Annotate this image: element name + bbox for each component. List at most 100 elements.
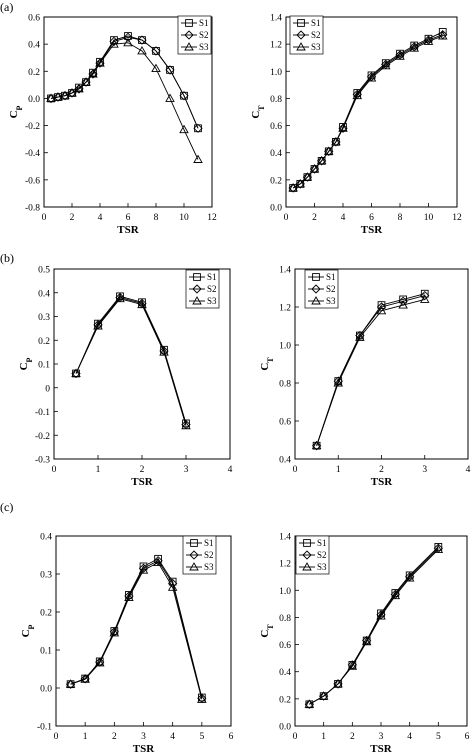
data-point-s3: [123, 37, 133, 47]
y-tick-label: 1.0: [279, 342, 291, 352]
x-tick-label: 0: [52, 465, 57, 475]
y-tick-label: 0.2: [40, 609, 52, 619]
legend-marker-s1: [190, 539, 198, 547]
x-tick-label: 5: [436, 732, 441, 742]
legend-marker-s1: [303, 539, 311, 547]
y-tick-label: 0.2: [279, 695, 291, 705]
data-point-s2: [319, 691, 329, 701]
x-tick-label: 1: [321, 732, 326, 742]
legend-label-s1: S1: [326, 272, 336, 282]
data-point-s1: [396, 49, 404, 58]
y-tick-label: 0.6: [270, 122, 282, 132]
y-tick-label: 0.1: [40, 647, 52, 657]
x-tick-label: 2: [70, 213, 75, 223]
legend-label-s1: S1: [207, 272, 217, 282]
data-point-s3: [74, 84, 84, 93]
series-line-s1: [292, 31, 443, 189]
x-tick-label: 12: [452, 213, 462, 223]
data-point-s3: [347, 661, 358, 670]
y-axis-label: CT: [250, 105, 266, 119]
series-line-s1: [70, 558, 203, 698]
series-line-s2: [292, 34, 443, 189]
data-point-s3: [115, 293, 125, 303]
x-tick-label: 5: [199, 732, 204, 742]
y-tick-label: 0.6: [279, 418, 291, 428]
x-tick-label: 2: [350, 732, 355, 742]
data-point-s3: [295, 179, 306, 188]
y-tick-label: -0.2: [35, 432, 50, 442]
y-tick-label: -0.2: [25, 122, 40, 132]
x-tick-label: 0: [293, 465, 298, 475]
y-axis-label-subscript: T: [266, 357, 275, 363]
legend-marker-s2: [189, 550, 199, 560]
legend-label-s3: S3: [207, 296, 217, 306]
legend: S1 S2 S3: [185, 269, 220, 309]
data-point-s3: [390, 590, 401, 600]
y-axis-label-subscript: T: [257, 105, 266, 111]
data-point-s3: [88, 69, 98, 78]
legend-marker-s3: [189, 562, 199, 571]
y-tick-label: -0.4: [25, 149, 40, 159]
data-point-s3: [65, 679, 76, 688]
x-tick-label: 8: [398, 213, 403, 223]
series-line-s3: [292, 35, 443, 189]
y-tick-label: 0.6: [28, 14, 40, 24]
legend-label-s1: S1: [199, 18, 209, 28]
x-tick-label: 6: [229, 732, 234, 742]
data-point-s3: [193, 154, 203, 163]
data-point-s3: [323, 146, 334, 155]
data-point-s2: [331, 137, 341, 147]
x-axis-label: TSR: [370, 743, 392, 755]
y-tick-label: 1.4: [279, 533, 291, 543]
data-point-s3: [419, 294, 430, 303]
data-point-s3: [338, 123, 348, 132]
y-tick-label: -0.6: [25, 176, 40, 186]
data-point-s2: [80, 674, 90, 684]
legend-marker-s3: [311, 296, 321, 305]
x-tick-label: 6: [369, 213, 374, 223]
legend: S1 S2 S3: [182, 535, 217, 575]
legend-marker-s3: [302, 562, 312, 571]
y-axis-label-subscript: P: [15, 105, 24, 110]
legend-label-s3: S3: [311, 42, 321, 52]
data-point-s3: [153, 557, 163, 567]
data-point-s3: [355, 332, 365, 341]
x-tick-label: 2: [379, 465, 384, 475]
x-tick-label: 3: [184, 465, 189, 475]
y-tick-label: 0.4: [38, 289, 50, 299]
legend-marker-s2: [192, 284, 202, 294]
data-point-s3: [151, 63, 161, 73]
y-tick-label: 0.4: [270, 149, 282, 159]
y-tick-label: 1.4: [279, 266, 291, 276]
data-point-s3: [179, 124, 189, 134]
data-point-s2: [109, 36, 119, 47]
legend-label-s3: S3: [204, 562, 214, 572]
y-tick-label: 0.3: [40, 571, 52, 581]
data-point-s2: [333, 679, 343, 689]
data-point-s3: [60, 90, 70, 100]
series-line-s1: [75, 295, 187, 424]
data-point-s3: [376, 305, 387, 315]
y-tick-label: -0.1: [37, 723, 52, 733]
data-point-s2: [309, 164, 320, 174]
data-point-s2: [316, 156, 327, 166]
chart-3: 0 1 2 3 4 -0.3 -0.2 -0.1 0 0.1 0.2 0.3 0.4 0.5 TSR CP S1…: [18, 266, 233, 489]
data-point-s2: [165, 65, 175, 75]
data-point-s1: [438, 28, 447, 36]
data-point-s3: [333, 679, 343, 688]
x-tick-label: 4: [228, 465, 233, 475]
x-tick-label: 0: [284, 213, 289, 223]
data-point-s3: [71, 368, 81, 377]
data-point-s2: [333, 376, 343, 386]
data-point-s2: [137, 35, 147, 45]
x-tick-label: 4: [341, 213, 346, 223]
data-point-s3: [404, 573, 415, 582]
x-tick-label: 0: [293, 732, 298, 742]
y-tick-label: 0.0: [28, 95, 40, 105]
series-line-s2: [316, 295, 425, 446]
y-tick-label: 0.2: [270, 176, 282, 186]
legend-label-s2: S2: [311, 30, 321, 40]
series-line-s3: [50, 42, 199, 160]
data-point-s3: [318, 691, 329, 700]
